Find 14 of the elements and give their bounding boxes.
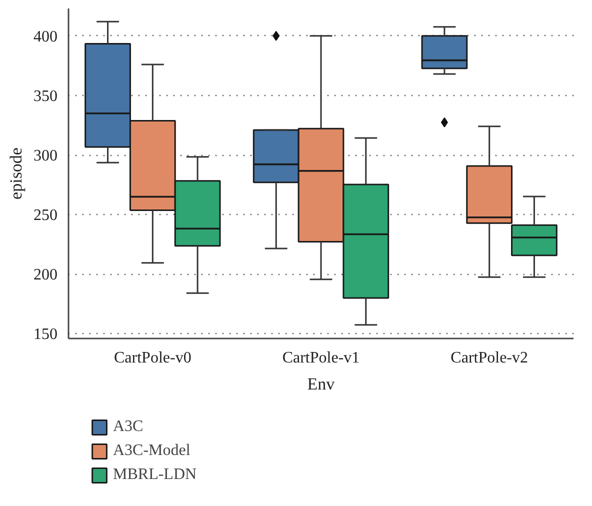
y-tick-label: 250 <box>34 207 58 224</box>
x-tick-label: CartPole-v1 <box>282 350 360 366</box>
y-tick-label: 200 <box>34 266 58 284</box>
y-tick-label: 150 <box>34 326 58 344</box>
x-axis-title: Env <box>307 374 336 394</box>
y-tick-label: 350 <box>34 88 58 105</box>
legend-label: MBRL-LDN <box>113 466 197 484</box>
y-tick-label: 400 <box>34 28 58 46</box>
x-tick-label: CartPole-v0 <box>114 350 192 366</box>
x-tick-label: CartPole-v2 <box>450 350 528 366</box>
y-axis-title: episode <box>6 148 26 200</box>
legend-label: A3C-Model <box>113 442 190 460</box>
legend-label: A3C <box>113 418 144 436</box>
y-tick-label: 300 <box>34 148 58 165</box>
